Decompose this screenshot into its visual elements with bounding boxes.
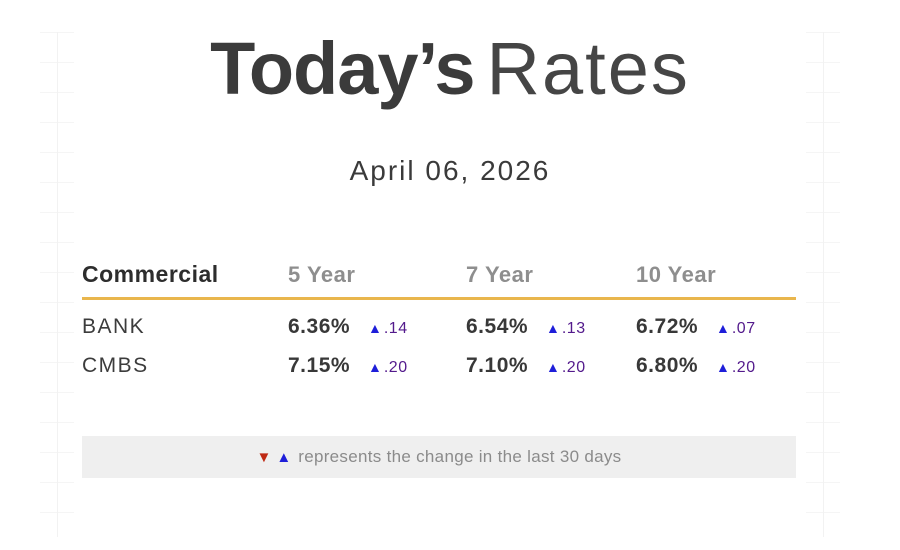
- cmbs-10-year-cell: 6.80% ▲ .20: [636, 354, 796, 378]
- cmbs-7-year-cell: 7.10% ▲ .20: [466, 354, 636, 378]
- row-label-bank: BANK: [82, 315, 146, 338]
- column-header-10-year: 10 Year: [636, 262, 717, 287]
- row-label-cmbs: CMBS: [82, 354, 149, 377]
- gold-divider: [82, 297, 796, 300]
- change-value: .20: [383, 359, 408, 376]
- background-grid-texture-right: [806, 32, 840, 537]
- up-triangle-icon: ▲: [716, 320, 730, 336]
- column-header-5-year: 5 Year: [288, 262, 356, 287]
- rate-value: 7.10%: [466, 354, 529, 377]
- up-triangle-icon: ▲: [368, 320, 382, 336]
- page-title-emphasis: Today’s: [210, 27, 475, 110]
- rate-value: 6.72%: [636, 315, 699, 338]
- cmbs-5-year-cell: 7.15% ▲ .20: [288, 354, 466, 378]
- column-header-7-year: 7 Year: [466, 262, 534, 287]
- change-group: ▲ .20: [368, 359, 408, 377]
- page-title: Today’s Rates: [0, 30, 900, 108]
- table-row-bank: BANK 6.36% ▲ .14 6.54% ▲ .13 6.72% ▲: [82, 315, 796, 339]
- column-header-commercial: Commercial: [82, 261, 219, 287]
- up-triangle-icon: ▲: [546, 320, 560, 336]
- change-value: .14: [383, 320, 408, 337]
- date-subtitle: April 06, 2026: [349, 155, 551, 186]
- up-triangle-icon: ▲: [368, 359, 382, 375]
- bank-7-year-cell: 6.54% ▲ .13: [466, 315, 636, 339]
- change-group: ▲ .14: [368, 320, 408, 338]
- change-value: .13: [561, 320, 586, 337]
- up-triangle-icon: ▲: [546, 359, 560, 375]
- page-title-rest: Rates: [486, 27, 690, 110]
- change-group: ▲ .20: [546, 359, 586, 377]
- background-grid-texture-left: [40, 32, 74, 537]
- change-value: .20: [731, 359, 756, 376]
- change-value: .07: [731, 320, 756, 337]
- up-triangle-icon: ▲: [276, 448, 292, 466]
- legend-band: ▼ ▲ represents the change in the last 30…: [82, 436, 796, 478]
- change-value: .20: [561, 359, 586, 376]
- table-header-row: Commercial 5 Year 7 Year 10 Year: [82, 261, 796, 288]
- rate-value: 6.36%: [288, 315, 351, 338]
- rate-value: 6.54%: [466, 315, 529, 338]
- rates-table: Commercial 5 Year 7 Year 10 Year BANK 6.…: [82, 261, 796, 378]
- change-group: ▲ .07: [716, 320, 756, 338]
- legend-text: represents the change in the last 30 day…: [298, 447, 622, 466]
- change-group: ▲ .20: [716, 359, 756, 377]
- rate-value: 7.15%: [288, 354, 351, 377]
- up-triangle-icon: ▲: [716, 359, 730, 375]
- bank-5-year-cell: 6.36% ▲ .14: [288, 315, 466, 339]
- table-row-cmbs: CMBS 7.15% ▲ .20 7.10% ▲ .20 6.80% ▲: [82, 354, 796, 378]
- change-group: ▲ .13: [546, 320, 586, 338]
- down-triangle-icon: ▼: [256, 448, 272, 466]
- bank-10-year-cell: 6.72% ▲ .07: [636, 315, 796, 339]
- rate-value: 6.80%: [636, 354, 699, 377]
